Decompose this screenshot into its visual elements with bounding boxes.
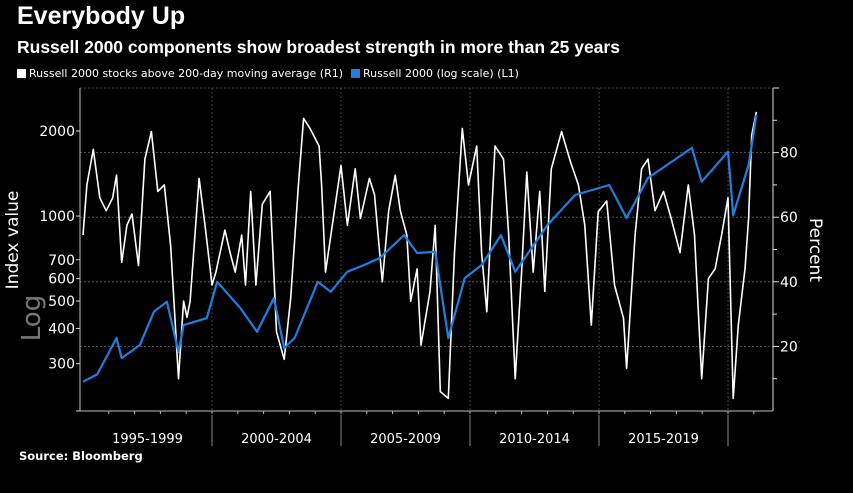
legend-item-above-200dma: Russell 2000 stocks above 200-day moving…	[17, 67, 343, 80]
series-line-above-200dma	[82, 111, 758, 400]
source-note: Source: Bloomberg	[19, 449, 143, 463]
chart-subtitle: Russell 2000 components show broadest st…	[17, 37, 620, 57]
right-tick-label: 40	[780, 275, 798, 291]
left-tick-label: 400	[48, 321, 75, 337]
x-category-label: 2000-2004	[241, 432, 312, 447]
left-tick-label: 600	[48, 272, 75, 288]
x-category-label: 2010-2014	[499, 432, 570, 447]
legend-label: Russell 2000 (log scale) (L1)	[363, 67, 519, 80]
x-category-label: 2005-2009	[370, 432, 441, 447]
log-scale-note: Log	[17, 295, 47, 341]
left-tick-label: 2000	[39, 124, 75, 140]
x-category-label: 2015-2019	[628, 432, 699, 447]
series-line-russell-2000	[82, 114, 758, 383]
legend: Russell 2000 stocks above 200-day moving…	[17, 67, 519, 80]
x-category-label: 1995-1999	[112, 432, 183, 447]
right-tick-label: 80	[780, 146, 798, 162]
left-tick-label: 700	[48, 253, 75, 269]
left-tick-label: 500	[48, 294, 75, 310]
legend-label: Russell 2000 stocks above 200-day moving…	[29, 67, 344, 80]
left-axis-title: Index value	[3, 191, 23, 290]
legend-swatch-white	[17, 69, 26, 78]
legend-swatch-blue	[351, 69, 361, 78]
left-tick-label: 300	[48, 357, 75, 373]
chart-title: Everybody Up	[17, 2, 186, 30]
right-axis-title: Percent	[805, 218, 825, 282]
legend-item-russell-2000: Russell 2000 (log scale) (L1)	[351, 67, 519, 80]
right-tick-label: 20	[780, 339, 798, 355]
left-tick-label: 1000	[39, 209, 75, 225]
right-tick-label: 60	[780, 210, 798, 226]
